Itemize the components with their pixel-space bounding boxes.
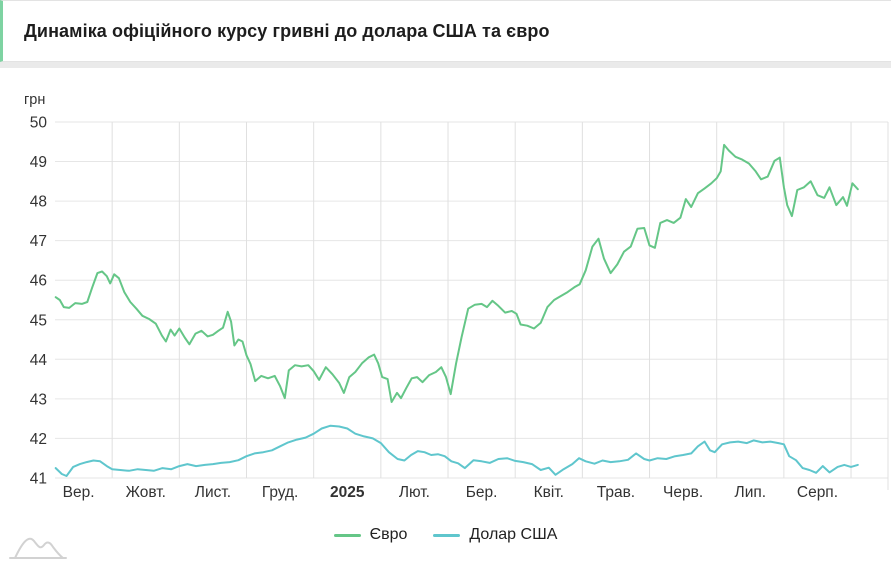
y-tick-label: 45 [30,312,47,329]
x-tick-label: Бер. [466,484,498,501]
x-tick-label: Груд. [262,484,299,501]
x-tick-label: 2025 [330,484,365,501]
legend-label-euro: Євро [369,526,408,543]
axis-label-layer: 41 42 43 44 45 46 47 48 49 50 Вер. Жовт. Лист. Груд. 2… [24,92,838,501]
title-card: Динаміка офіційного курсу гривні до дола… [0,0,891,62]
x-tick-label: Вер. [63,484,95,501]
y-tick-label: 43 [30,391,47,408]
x-tick-label: Серп. [797,484,838,501]
y-tick-label: 46 [30,273,47,290]
page-title: Динаміка офіційного курсу гривні до дола… [24,20,550,41]
euro-line-swatch-icon [333,533,361,537]
x-tick-label: Черв. [663,484,703,501]
x-tick-label: Квіт. [534,484,564,501]
euro-line [54,143,859,403]
legend-label-usd: Долар США [469,526,558,543]
y-axis-unit-label: грн [24,92,45,108]
x-tick-label: Лист. [195,484,231,501]
y-tick-label: 41 [30,470,47,487]
x-tick-label: Трав. [597,484,635,501]
x-tick-label: Лют. [399,484,430,501]
legend-item-euro[interactable]: Євро [333,526,408,544]
y-tick-label: 49 [30,154,47,171]
legend-item-usd[interactable]: Долар США [433,526,557,544]
y-tick-label: 44 [30,352,48,369]
y-tick-label: 47 [30,233,47,250]
usd-line-swatch-icon [433,533,461,537]
chart-legend: Євро Долар США [0,526,891,544]
y-tick-label: 42 [30,431,47,448]
grid-layer [55,121,889,490]
usd-line [54,424,859,477]
y-tick-label: 50 [30,115,48,132]
y-tick-label: 48 [30,194,47,211]
series-layer [54,143,859,477]
x-tick-label: Лип. [735,484,767,501]
amcharts-watermark-icon [9,537,67,559]
x-tick-label: Жовт. [126,484,166,501]
